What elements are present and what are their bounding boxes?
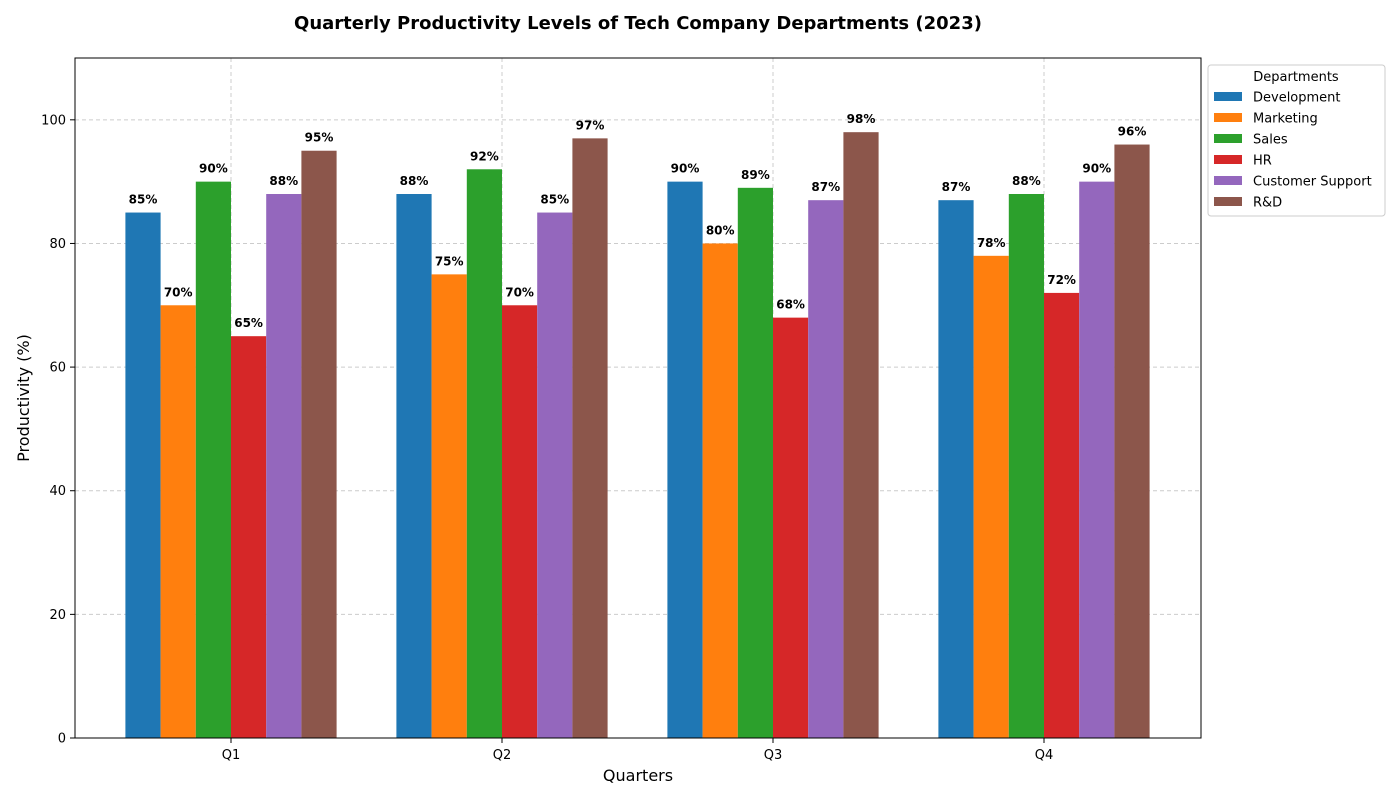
bar: [396, 194, 432, 738]
x-tick-label: Q4: [1035, 748, 1054, 763]
bar: [808, 200, 844, 738]
legend-swatch: [1214, 176, 1242, 185]
bar: [1079, 181, 1115, 739]
bar-value-label: 88%: [400, 174, 429, 188]
bar: [667, 181, 703, 739]
bar: [266, 194, 302, 738]
bar-value-label: 98%: [847, 112, 876, 126]
bar-value-label: 88%: [269, 174, 298, 188]
legend-swatch: [1214, 134, 1242, 143]
legend-label: Marketing: [1253, 112, 1318, 127]
y-axis: 0 20 40 60 80 100: [41, 113, 75, 747]
bar: [572, 138, 608, 738]
bar-value-label: 65%: [234, 316, 263, 330]
bar: [773, 317, 809, 738]
bar-value-label: 95%: [305, 131, 334, 145]
bar: [973, 255, 1009, 738]
bar: [737, 187, 773, 738]
bar-value-label: 85%: [129, 193, 158, 207]
y-tick-label: 20: [49, 608, 66, 623]
bar: [301, 150, 337, 738]
x-axis: Q1 Q2 Q3 Q4: [222, 738, 1054, 763]
bar-value-label: 68%: [776, 298, 805, 312]
bar: [160, 305, 196, 738]
y-tick-label: 100: [41, 113, 66, 128]
legend-swatch: [1214, 197, 1242, 206]
y-tick-label: 40: [49, 484, 66, 499]
bar: [938, 200, 974, 738]
legend-title: Departments: [1253, 70, 1339, 85]
bar-value-label: 87%: [811, 180, 840, 194]
bar-value-label: 97%: [576, 118, 605, 132]
bar: [1044, 292, 1080, 738]
bar: [502, 305, 538, 738]
legend-label: Development: [1253, 91, 1341, 106]
bar-value-label: 80%: [706, 223, 735, 237]
legend-frame: [1207, 64, 1386, 217]
legend-label: R&D: [1253, 196, 1282, 211]
bar-value-label: 88%: [1012, 174, 1041, 188]
bar-value-label: 92%: [470, 149, 499, 163]
bar-value-label: 96%: [1118, 125, 1147, 139]
bar: [431, 274, 467, 738]
bar-value-label: 85%: [540, 193, 569, 207]
y-tick-label: 80: [49, 237, 66, 252]
x-tick-label: Q2: [493, 748, 512, 763]
x-tick-label: Q3: [764, 748, 783, 763]
bar: [1008, 194, 1044, 738]
legend-label: HR: [1253, 154, 1272, 169]
bar-value-label: 70%: [505, 285, 534, 299]
legend-swatch: [1214, 113, 1242, 122]
bar: [231, 336, 267, 738]
x-tick-label: Q1: [222, 748, 241, 763]
bar: [702, 243, 738, 739]
bar: [1114, 144, 1150, 738]
bar: [125, 212, 161, 738]
bar: [537, 212, 573, 738]
data-labels: 85% 88% 90% 87% 70% 75% 80% 78% 90% 92% 89% 88% 65% 7…: [129, 112, 1147, 330]
legend-label: Customer Support: [1253, 175, 1372, 190]
bar: [843, 132, 879, 738]
legend-swatch: [1214, 92, 1242, 101]
bar-value-label: 78%: [977, 236, 1006, 250]
bar-value-label: 87%: [942, 180, 971, 194]
chart-title: Quarterly Productivity Levels of Tech Co…: [294, 13, 982, 34]
bar-value-label: 90%: [1082, 162, 1111, 176]
bar: [195, 181, 231, 739]
y-tick-label: 60: [49, 361, 66, 376]
bar-value-label: 70%: [164, 285, 193, 299]
bar-value-label: 90%: [199, 162, 228, 176]
plot-area-frame: [74, 57, 1202, 739]
bar-value-label: 72%: [1047, 273, 1076, 287]
legend: Departments Development Marketing Sales HR C…: [1207, 64, 1386, 217]
legend-label: Sales: [1253, 133, 1288, 148]
legend-swatch: [1214, 155, 1242, 164]
y-tick-label: 0: [58, 732, 66, 747]
bar-value-label: 90%: [671, 162, 700, 176]
bar: [466, 169, 502, 739]
bars: [125, 132, 1150, 739]
x-axis-label: Quarters: [603, 766, 673, 785]
bar-value-label: 75%: [435, 254, 464, 268]
bar-value-label: 89%: [741, 168, 770, 182]
y-axis-label: Productivity (%): [14, 334, 33, 462]
